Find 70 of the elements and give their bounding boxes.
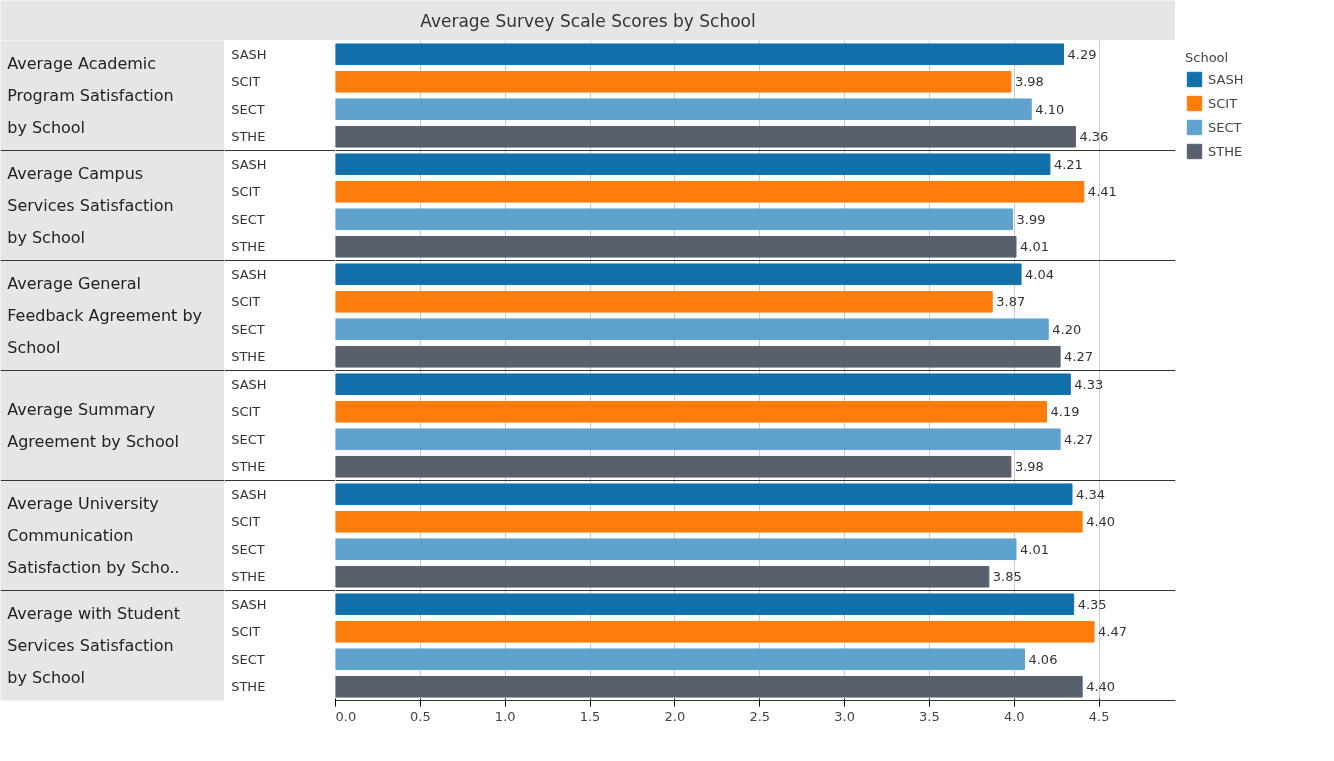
text: STHE (231, 239, 266, 255)
data-label: 3.98 (1014, 74, 1044, 90)
text: SCIT (231, 514, 261, 530)
x-tick-label: 1.0 (494, 708, 516, 724)
chart-title: Average Survey Scale Scores by School (420, 10, 756, 31)
data-label: 4.04 (1025, 266, 1055, 282)
text: SCIT (231, 294, 261, 310)
x-tick-label: 3.0 (834, 708, 855, 724)
data-label: 3.98 (1014, 459, 1044, 475)
text: SCIT (231, 624, 261, 640)
data-label: 4.10 (1035, 101, 1065, 117)
y-tick-label: Average General Feedback Agreement by School (7, 273, 203, 358)
x-tick-label: 1.5 (579, 708, 601, 724)
text: SECT (231, 321, 265, 337)
text: SECT (231, 431, 265, 447)
data-label: 3.99 (1016, 211, 1046, 227)
data-label: 4.06 (1028, 651, 1058, 667)
text: SASH (231, 46, 267, 62)
data-label: 4.40 (1086, 514, 1116, 530)
legend-label: SASH (1208, 71, 1244, 87)
text: SASH (231, 156, 267, 172)
x-tick-label: 0.0 (335, 708, 357, 724)
text: SCIT (231, 184, 261, 200)
data-label: 4.01 (1019, 541, 1049, 557)
data-label: 4.20 (1052, 321, 1082, 337)
x-tick-label: 4.5 (1088, 708, 1110, 724)
data-label: 4.29 (1067, 46, 1097, 62)
x-tick-label: 4.0 (1003, 708, 1025, 724)
text: SCIT (231, 404, 261, 420)
legend-label: SECT (1208, 119, 1242, 135)
data-label: 4.33 (1074, 376, 1104, 392)
x-tick-label: 2.0 (664, 708, 686, 724)
legend-title: School (1185, 50, 1230, 65)
text: STHE (231, 569, 266, 585)
data-label: 4.36 (1079, 129, 1109, 145)
y-tick-label: Average University Communication Satisfaction by Scho.. (7, 493, 180, 578)
text: STHE (231, 679, 266, 695)
data-label: 4.41 (1087, 184, 1117, 200)
y-tick-label: Average Summary Agreement by School (7, 399, 179, 452)
text: SASH (231, 596, 267, 612)
data-label: 4.19 (1050, 404, 1080, 420)
text: STHE (231, 349, 266, 365)
legend-label: SCIT (1208, 95, 1238, 111)
data-label: 3.87 (996, 294, 1026, 310)
data-label: 3.85 (992, 569, 1022, 585)
x-tick-label: 3.5 (919, 708, 940, 724)
data-label: 4.27 (1064, 431, 1094, 447)
text: STHE (231, 129, 266, 145)
data-label: 4.40 (1086, 679, 1116, 695)
text: SECT (231, 651, 265, 667)
data-label: 4.47 (1098, 624, 1127, 640)
data-label: 4.35 (1077, 596, 1107, 612)
text: SECT (231, 211, 265, 227)
data-label: 4.01 (1019, 239, 1049, 255)
text: SASH (231, 376, 267, 392)
text: SECT (231, 101, 265, 117)
data-label: 4.27 (1064, 349, 1094, 365)
y-tick-label: Average Campus Services Satisfaction by School (7, 163, 174, 248)
text: SASH (231, 486, 267, 502)
y-tick-label: Average Academic Program Satisfaction by School (7, 53, 174, 138)
data-label: 4.21 (1053, 156, 1083, 172)
text: SECT (231, 541, 265, 557)
x-tick-label: 2.5 (749, 708, 771, 724)
y-tick-label: Average with Student Services Satisfaction by School (7, 603, 181, 688)
data-label: 4.34 (1075, 486, 1105, 502)
x-tick-label: 0.5 (410, 708, 431, 724)
text: SASH (231, 266, 267, 282)
text: STHE (231, 459, 266, 475)
legend-label: STHE (1208, 143, 1243, 159)
text: SCIT (231, 74, 261, 90)
